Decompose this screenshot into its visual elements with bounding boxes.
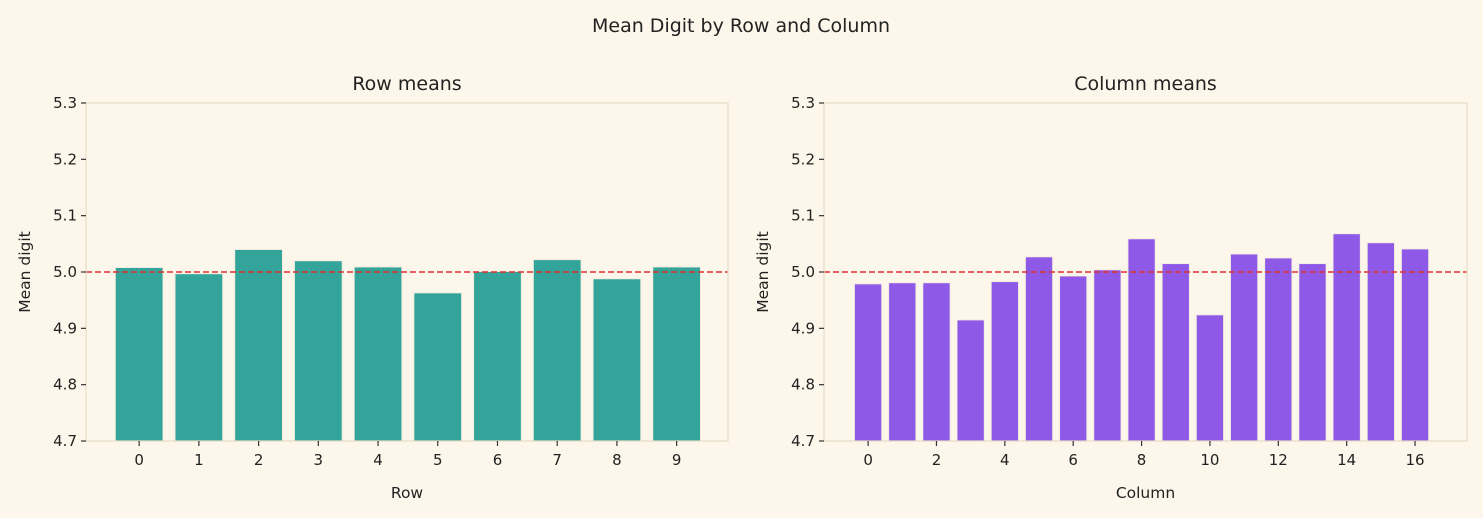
bar — [990, 281, 1020, 442]
row-means-chart: 4.7 4.8 4.9 5.0 5.1 5.2 5.3 0 1 2 3 4 5 6 7 8 9 Row means… — [16, 73, 729, 502]
bar — [1127, 238, 1156, 442]
y-axis-label: Mean digit — [16, 231, 34, 313]
bar — [1059, 275, 1088, 442]
x-tick-label: 1 — [194, 451, 204, 469]
bar — [1024, 256, 1054, 442]
chart-title: Row means — [352, 73, 461, 95]
bar — [1264, 257, 1293, 442]
chart-title: Column means — [1074, 73, 1217, 95]
y-tick-label: 4.8 — [53, 376, 77, 394]
y-tick-label: 5.1 — [791, 207, 815, 225]
x-tick-label: 0 — [863, 451, 873, 469]
bar — [114, 266, 164, 442]
y-tick-label: 5.0 — [53, 263, 77, 281]
x-tick-label: 2 — [932, 451, 942, 469]
x-tick-label: 16 — [1405, 451, 1424, 469]
figure-title: Mean Digit by Row and Column — [592, 15, 890, 37]
bar — [1229, 253, 1259, 442]
y-tick-label: 4.7 — [53, 432, 77, 450]
x-tick-label: 14 — [1337, 451, 1356, 469]
bar — [353, 266, 403, 442]
x-tick-label: 9 — [672, 451, 682, 469]
bar — [532, 259, 582, 442]
bar — [174, 273, 224, 442]
bar — [1400, 248, 1430, 442]
x-tick-label: 7 — [552, 451, 562, 469]
y-axis-label: Mean digit — [754, 231, 772, 313]
y-tick-label: 5.0 — [791, 263, 815, 281]
bar — [888, 282, 917, 442]
bar — [473, 270, 522, 442]
bar — [592, 278, 642, 442]
x-tick-label: 4 — [373, 451, 383, 469]
bar — [1195, 314, 1225, 442]
y-tick-label: 5.2 — [53, 150, 77, 168]
x-tick-label: 6 — [493, 451, 503, 469]
y-tick-label: 4.7 — [791, 432, 815, 450]
x-tick-label: 10 — [1200, 451, 1219, 469]
bar — [922, 282, 951, 442]
y-tick-label: 5.3 — [53, 94, 77, 112]
bar — [293, 260, 343, 442]
bar — [1093, 269, 1122, 442]
y-tick-label: 5.1 — [53, 207, 77, 225]
x-axis-label: Row — [391, 484, 424, 502]
y-tick-label: 4.9 — [791, 319, 815, 337]
bar — [234, 248, 283, 442]
y-tick-label: 5.2 — [791, 150, 815, 168]
bar — [1332, 233, 1361, 442]
y-tick-label: 4.9 — [53, 319, 77, 337]
x-tick-label: 8 — [612, 451, 622, 469]
bar — [1161, 263, 1190, 442]
bar — [1366, 242, 1396, 442]
bar — [413, 292, 463, 442]
x-tick-label: 4 — [1000, 451, 1010, 469]
y-tick-label: 5.3 — [791, 94, 815, 112]
y-tick-label: 4.8 — [791, 376, 815, 394]
x-tick-label: 6 — [1068, 451, 1078, 469]
x-tick-label: 3 — [314, 451, 324, 469]
x-tick-label: 5 — [433, 451, 443, 469]
bar — [956, 319, 985, 442]
x-tick-label: 8 — [1137, 451, 1147, 469]
bar — [652, 266, 702, 442]
x-tick-label: 0 — [134, 451, 144, 469]
x-tick-label: 2 — [254, 451, 264, 469]
bar — [1298, 263, 1327, 442]
x-tick-label: 12 — [1269, 451, 1288, 469]
x-axis-label: Column — [1116, 484, 1175, 502]
column-means-chart: 4.7 4.8 4.9 5.0 5.1 5.2 5.3 0 2 4 6 8 10 12 14 16 Column… — [754, 73, 1468, 502]
bar — [853, 283, 883, 442]
